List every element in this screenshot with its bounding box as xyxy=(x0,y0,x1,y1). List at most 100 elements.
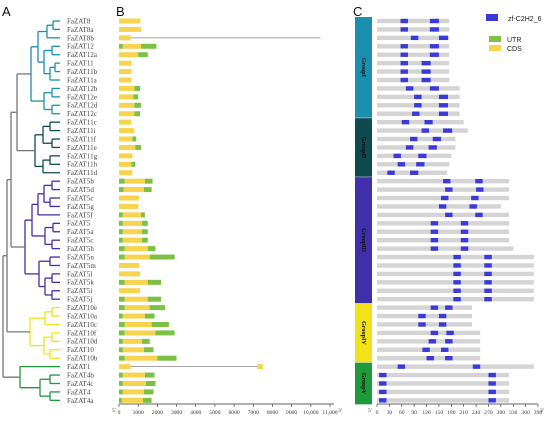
utr-block xyxy=(119,178,125,184)
zf-c2h2-motif xyxy=(400,18,408,24)
protein-bar xyxy=(377,237,510,243)
zf-c2h2-motif xyxy=(424,119,433,125)
zf-c2h2-motif xyxy=(400,52,408,57)
protein-bar xyxy=(377,69,450,74)
axis-tick-label: 6000 xyxy=(228,410,239,416)
zf-c2h2-motif xyxy=(488,381,496,386)
axis-tick-label: 4000 xyxy=(190,410,201,416)
zf-c2h2-motif xyxy=(445,305,453,310)
cds-legend-label: CDS xyxy=(507,46,522,53)
zf-c2h2-motif xyxy=(460,246,469,251)
zf-c2h2-motif xyxy=(472,364,481,369)
protein-bar xyxy=(377,246,514,251)
zf-c2h2-motif xyxy=(410,136,418,142)
cds-block xyxy=(122,220,143,226)
zf-c2h2-motif xyxy=(438,94,449,100)
zf-c2h2-motif xyxy=(446,330,454,336)
gene-name: FaZAT11a xyxy=(67,76,98,84)
cds-block xyxy=(119,26,142,32)
zf-c2h2-motif xyxy=(429,52,439,57)
zf-c2h2-motif xyxy=(432,136,441,142)
zf-c2h2-motif xyxy=(445,212,453,218)
zf-c2h2-motif xyxy=(379,372,387,378)
gene-name: FaZAT5d xyxy=(67,186,94,194)
gene-name: FaZAT5a xyxy=(67,228,94,236)
group-label: GroupIV xyxy=(360,321,366,345)
zf-c2h2-motif xyxy=(430,229,439,234)
zf-c2h2-motif xyxy=(400,77,408,83)
gene-name: FaZAT8 xyxy=(67,17,91,25)
cds-block xyxy=(119,128,135,134)
gene-name: FaZAT11g xyxy=(67,152,98,160)
cds-block xyxy=(257,364,263,370)
zf-c2h2-motif xyxy=(484,296,492,302)
cds-block xyxy=(124,355,158,361)
zf-c2h2-motif xyxy=(475,212,483,218)
cds-block xyxy=(122,389,144,395)
zf-c2h2-motif xyxy=(445,356,453,361)
zf-c2h2-motif xyxy=(453,288,461,293)
utr-block xyxy=(145,380,156,386)
utr-block xyxy=(144,372,155,378)
gene-name: FaZAT1 xyxy=(67,363,91,371)
gene-name: FaZAT4b xyxy=(67,371,94,379)
panel-a-label: A xyxy=(2,4,11,19)
utr-block xyxy=(119,347,123,353)
panel-c-label: C xyxy=(353,4,362,19)
axis-tick-label: 150 xyxy=(435,410,444,416)
zf-c2h2-motif xyxy=(469,204,477,209)
protein-bar xyxy=(377,52,450,57)
gene-name: FaZAT5j xyxy=(67,296,92,304)
utr-block xyxy=(147,296,162,302)
utr-block xyxy=(138,52,148,58)
gene-name: FaZAT5i xyxy=(67,287,92,295)
protein-bar xyxy=(377,18,450,24)
gene-name: FaZAT5f xyxy=(67,211,93,219)
axis-tick-label: 30 xyxy=(387,410,393,416)
protein-bar xyxy=(377,77,450,83)
cds-block xyxy=(122,229,143,235)
utr-block xyxy=(147,279,162,285)
zf-c2h2-motif xyxy=(430,237,439,243)
utr-block xyxy=(119,372,123,378)
axis-tick-label: 360 xyxy=(521,410,530,416)
gene-name: FaZAT4 xyxy=(67,388,91,396)
cds-block xyxy=(119,111,135,117)
utr-block xyxy=(142,229,148,235)
utr-block xyxy=(119,321,125,327)
zf-c2h2-motif xyxy=(438,322,447,327)
utr-block xyxy=(135,144,142,150)
gene-name: FaZAT8a xyxy=(67,26,94,34)
axis-tick-label: 300 xyxy=(497,410,506,416)
zf-c2h2-motif xyxy=(428,145,437,150)
cds-block xyxy=(119,119,132,125)
gene-name: FaZAT5h xyxy=(67,245,94,253)
utr-block xyxy=(134,85,141,91)
protein-bar xyxy=(377,44,450,49)
utr-legend-swatch xyxy=(489,36,501,42)
zf-c2h2-motif xyxy=(445,187,453,192)
cds-block xyxy=(119,94,134,100)
gene-name: FaZAT12c xyxy=(67,110,97,118)
zf-c2h2-motif xyxy=(430,330,439,336)
axis-tick-label: 3000 xyxy=(171,410,182,416)
group-bar xyxy=(355,17,372,118)
axis-tick-label: 390 xyxy=(534,410,543,416)
gene-name: FaZAT10c xyxy=(67,321,97,329)
cds-block xyxy=(119,85,135,91)
protein-bar xyxy=(377,389,510,395)
axis-tick-label: 10,000 xyxy=(303,410,319,416)
protein-bar xyxy=(377,364,534,369)
zf-c2h2-motif xyxy=(429,18,439,24)
zf-c2h2-motif xyxy=(379,381,387,386)
utr-block xyxy=(144,313,155,319)
utr-block xyxy=(151,321,169,327)
zf-c2h2-motif xyxy=(438,35,449,41)
zf-c2h2-motif xyxy=(453,296,461,302)
zf-c2h2-motif xyxy=(430,305,439,310)
gene-name: FaZAT11f xyxy=(67,135,97,143)
zf-c2h2-motif xyxy=(430,221,439,226)
utr-block xyxy=(143,187,152,193)
zf-c2h2-motif xyxy=(460,237,469,243)
